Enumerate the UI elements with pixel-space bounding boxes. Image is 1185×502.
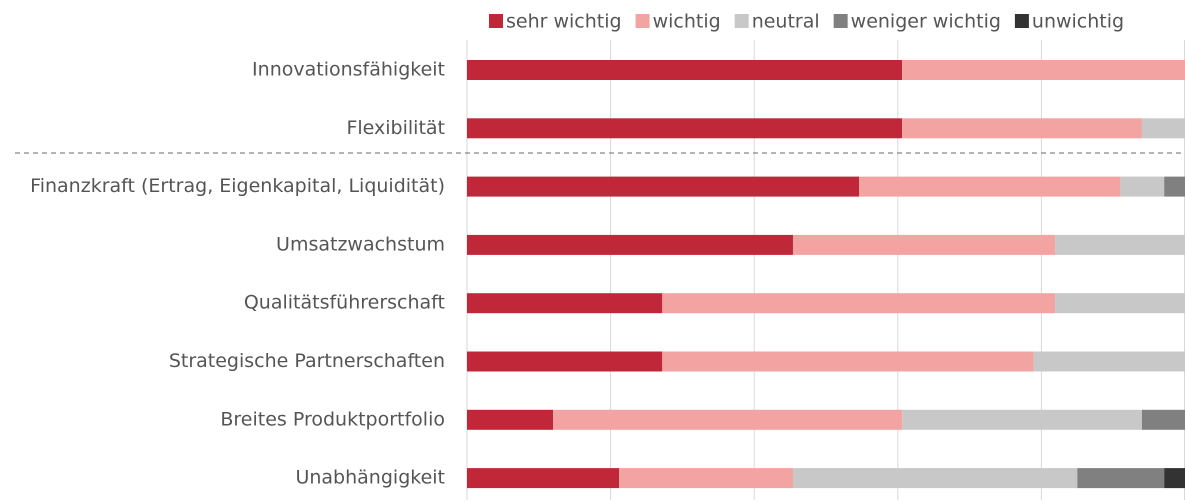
bar-segment (1077, 468, 1165, 489)
legend-swatch (1014, 14, 1029, 28)
bar-segment (467, 118, 903, 139)
bar-segment (467, 293, 663, 314)
legend-label: wichtig (653, 11, 721, 33)
legend-label: neutral (752, 11, 820, 33)
legend-label: weniger wichtig (851, 11, 1001, 33)
y-tick-label: Innovationsfähigkeit (252, 59, 445, 81)
bar-segment (902, 409, 1142, 430)
bar-segment (467, 351, 663, 372)
bar-segment (902, 118, 1142, 139)
y-tick-label: Umsatzwachstum (276, 233, 445, 255)
y-tick-label: Flexibilität (346, 117, 445, 139)
y-tick-label: Qualitätsführerschaft (244, 292, 445, 314)
legend-swatch (833, 14, 848, 28)
bar-segment (662, 351, 1034, 372)
bar-segment (467, 468, 620, 489)
bar-segment (1055, 234, 1185, 255)
bar-segment (1141, 409, 1185, 430)
bar-segment (1164, 468, 1185, 489)
legend-swatch (489, 14, 503, 28)
bar-segment (1141, 118, 1185, 139)
bar-segment (467, 60, 903, 80)
bar-segment (467, 176, 860, 197)
bar-segment (1033, 351, 1185, 372)
bar-segment (902, 60, 1185, 80)
bar-segment (859, 176, 1121, 197)
bar-segment (662, 293, 1056, 314)
bar-segment (467, 409, 554, 430)
legend-swatch (734, 14, 749, 28)
bar-segment (1120, 176, 1165, 197)
legend-swatch (635, 14, 650, 28)
y-tick-label: Unabhängigkeit (295, 467, 445, 489)
bar-segment (1055, 293, 1185, 314)
bar-segment (619, 468, 793, 489)
y-tick-label: Strategische Partnerschaften (169, 350, 445, 372)
legend-label: sehr wichtig (506, 11, 622, 33)
bar-segment (1164, 176, 1185, 197)
bar-segment (553, 409, 903, 430)
bar-segment (792, 468, 1078, 489)
legend-label: unwichtig (1032, 11, 1124, 33)
bar-segment (467, 234, 793, 255)
bar-segment (792, 234, 1056, 255)
y-tick-label: Finanzkraft (Ertrag, Eigenkapital, Liqui… (30, 175, 445, 197)
y-tick-label: Breites Produktportfolio (220, 408, 445, 430)
